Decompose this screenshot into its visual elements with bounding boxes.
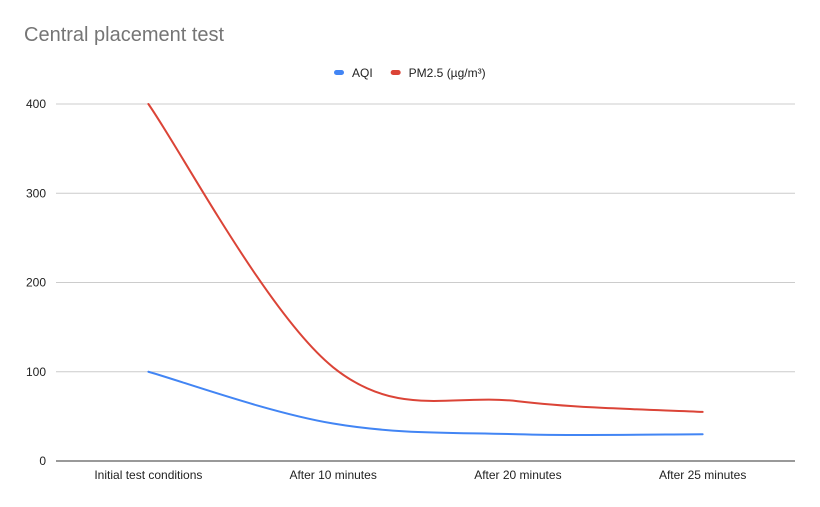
legend: AQI PM2.5 (µg/m³) bbox=[334, 66, 486, 80]
legend-swatch-0 bbox=[334, 70, 344, 75]
x-tick-label-2: After 20 minutes bbox=[474, 468, 561, 482]
y-tick-label-300: 300 bbox=[26, 186, 46, 200]
legend-swatch-1 bbox=[390, 70, 401, 75]
gridlines bbox=[56, 103, 795, 373]
series-line-0 bbox=[147, 370, 704, 437]
legend-label-1: PM2.5 (µg/m³) bbox=[409, 66, 486, 80]
x-axis-ticks: Initial test conditions After 10 minutes A… bbox=[94, 468, 746, 482]
legend-label-0: AQI bbox=[352, 66, 373, 80]
x-tick-label-0: Initial test conditions bbox=[94, 468, 202, 482]
y-tick-label-0: 0 bbox=[39, 454, 46, 468]
chart-title: Central placement test bbox=[24, 24, 225, 46]
y-tick-label-100: 100 bbox=[26, 365, 46, 379]
series-line-1 bbox=[147, 103, 704, 413]
y-tick-label-400: 400 bbox=[26, 97, 46, 111]
y-tick-label-200: 200 bbox=[26, 276, 46, 290]
y-axis-ticks: 0 100 200 300 400 bbox=[26, 97, 46, 468]
x-tick-label-1: After 10 minutes bbox=[289, 468, 376, 482]
x-tick-label-3: After 25 minutes bbox=[659, 468, 746, 482]
series-lines bbox=[147, 103, 704, 437]
